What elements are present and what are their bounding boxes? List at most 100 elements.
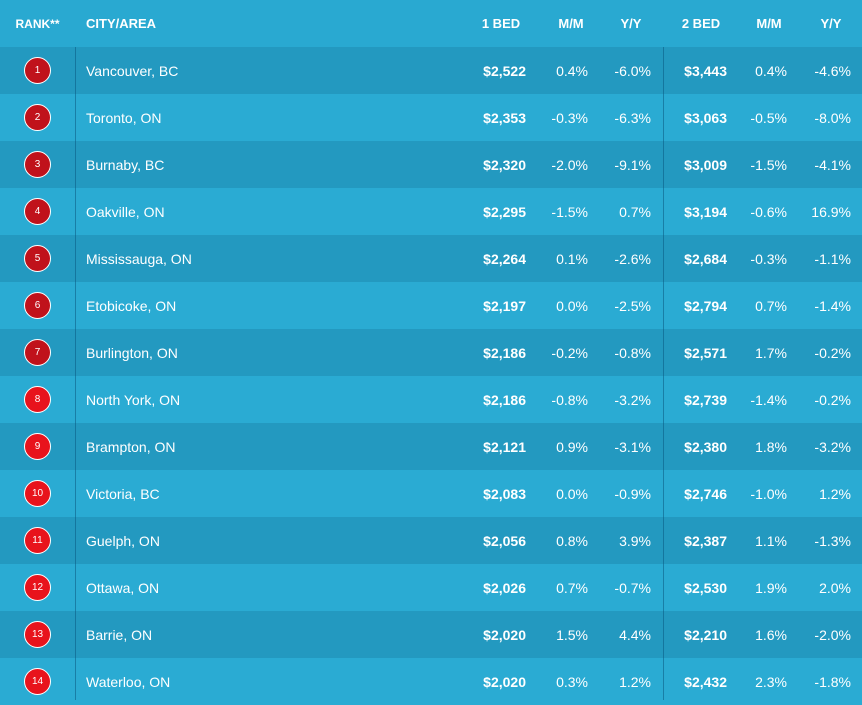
2-bed-price-cell: $3,443 <box>684 62 727 79</box>
2-bed-mm-cell: -0.5% <box>750 109 787 126</box>
rank-cell: 14 <box>0 658 75 705</box>
1-bed-price-cell: $2,020 <box>483 673 526 690</box>
1-bed-yy-cell: 4.4% <box>619 626 651 643</box>
1-bed-yy-cell: 3.9% <box>619 532 651 549</box>
column-divider <box>663 47 664 700</box>
table-row: 10 Victoria, BC $2,083 0.0% -0.9% $2,746 -1.0%… <box>0 470 862 517</box>
2-bed-yy-cell: -1.4% <box>814 297 851 314</box>
table-row: 6 Etobicoke, ON $2,197 0.0% -2.5% $2,794 0.7% -… <box>0 282 862 329</box>
rank-badge: 4 <box>24 198 51 225</box>
2-bed-price-cell: $2,432 <box>684 673 727 690</box>
rank-cell: 12 <box>0 564 75 611</box>
table-row: 1 Vancouver, BC $2,522 0.4% -6.0% $3,443 0.4% -… <box>0 47 862 94</box>
1-bed-mm-cell: 0.0% <box>556 485 588 502</box>
table-row: 3 Burnaby, BC $2,320 -2.0% -9.1% $3,009 -1.5% -… <box>0 141 862 188</box>
city-cell: Burlington, ON <box>86 344 178 361</box>
2-bed-yy-cell: -1.8% <box>814 673 851 690</box>
1-bed-mm-cell: 0.3% <box>556 673 588 690</box>
2-bed-price-cell: $2,380 <box>684 438 727 455</box>
rank-cell: 6 <box>0 282 75 329</box>
1-bed-mm-cell: -0.8% <box>551 391 588 408</box>
city-cell: North York, ON <box>86 391 181 408</box>
table-row: 4 Oakville, ON $2,295 -1.5% 0.7% $3,194 -0.6% 1… <box>0 188 862 235</box>
rank-cell: 1 <box>0 47 75 94</box>
1-bed-mm-cell: 0.0% <box>556 297 588 314</box>
2-bed-mm-cell: -1.5% <box>750 156 787 173</box>
2-bed-yy-cell: 16.9% <box>811 203 851 220</box>
2-bed-mm-cell: -0.3% <box>750 250 787 267</box>
2-bed-price-cell: $2,739 <box>684 391 727 408</box>
table-row: 2 Toronto, ON $2,353 -0.3% -6.3% $3,063 -0.5% -… <box>0 94 862 141</box>
header-1-bed-mm: M/M <box>558 16 584 31</box>
table-row: 14 Waterloo, ON $2,020 0.3% 1.2% $2,432 2.3% -1… <box>0 658 862 705</box>
1-bed-mm-cell: -0.2% <box>551 344 588 361</box>
city-cell: Etobicoke, ON <box>86 297 177 314</box>
rank-badge: 2 <box>24 104 51 131</box>
1-bed-mm-cell: -2.0% <box>551 156 588 173</box>
table-row: 11 Guelph, ON $2,056 0.8% 3.9% $2,387 1.1% -1.3… <box>0 517 862 564</box>
2-bed-price-cell: $3,194 <box>684 203 727 220</box>
rank-badge: 14 <box>24 668 51 695</box>
2-bed-yy-cell: -3.2% <box>814 438 851 455</box>
1-bed-yy-cell: 1.2% <box>619 673 651 690</box>
header-2-bed: 2 BED <box>681 16 721 31</box>
2-bed-yy-cell: -4.6% <box>814 62 851 79</box>
2-bed-mm-cell: 0.4% <box>755 62 787 79</box>
1-bed-yy-cell: -9.1% <box>614 156 651 173</box>
1-bed-yy-cell: -0.8% <box>614 344 651 361</box>
2-bed-yy-cell: -0.2% <box>814 391 851 408</box>
2-bed-mm-cell: -1.4% <box>750 391 787 408</box>
1-bed-mm-cell: -1.5% <box>551 203 588 220</box>
2-bed-mm-cell: 1.7% <box>755 344 787 361</box>
table-header: RANK** CITY/AREA 1 BED M/M Y/Y 2 BED M/M… <box>0 0 862 47</box>
table-row: 12 Ottawa, ON $2,026 0.7% -0.7% $2,530 1.9% 2.0… <box>0 564 862 611</box>
rank-badge: 7 <box>24 339 51 366</box>
header-city: CITY/AREA <box>86 16 157 31</box>
1-bed-yy-cell: -3.2% <box>614 391 651 408</box>
1-bed-price-cell: $2,056 <box>483 532 526 549</box>
column-divider <box>75 47 76 700</box>
1-bed-price-cell: $2,197 <box>483 297 526 314</box>
rank-badge: 1 <box>24 57 51 84</box>
2-bed-yy-cell: -2.0% <box>814 626 851 643</box>
rank-cell: 5 <box>0 235 75 282</box>
1-bed-mm-cell: 0.1% <box>556 250 588 267</box>
2-bed-yy-cell: 1.2% <box>819 485 851 502</box>
1-bed-price-cell: $2,121 <box>483 438 526 455</box>
2-bed-mm-cell: 0.7% <box>755 297 787 314</box>
header-1-bed-yy: Y/Y <box>620 16 642 31</box>
2-bed-price-cell: $3,009 <box>684 156 727 173</box>
2-bed-mm-cell: -0.6% <box>750 203 787 220</box>
rank-cell: 2 <box>0 94 75 141</box>
2-bed-price-cell: $2,794 <box>684 297 727 314</box>
header-2-bed-mm: M/M <box>756 16 782 31</box>
1-bed-yy-cell: -6.3% <box>614 109 651 126</box>
1-bed-price-cell: $2,264 <box>483 250 526 267</box>
1-bed-yy-cell: -0.7% <box>614 579 651 596</box>
city-cell: Victoria, BC <box>86 485 160 502</box>
1-bed-yy-cell: 0.7% <box>619 203 651 220</box>
1-bed-mm-cell: -0.3% <box>551 109 588 126</box>
1-bed-mm-cell: 0.9% <box>556 438 588 455</box>
rank-cell: 8 <box>0 376 75 423</box>
1-bed-mm-cell: 0.4% <box>556 62 588 79</box>
city-cell: Toronto, ON <box>86 109 162 126</box>
rank-badge: 10 <box>24 480 51 507</box>
table-row: 5 Mississauga, ON $2,264 0.1% -2.6% $2,684 -0.… <box>0 235 862 282</box>
city-cell: Oakville, ON <box>86 203 165 220</box>
rank-badge: 11 <box>24 527 51 554</box>
table-row: 8 North York, ON $2,186 -0.8% -3.2% $2,739 -1.… <box>0 376 862 423</box>
rank-cell: 7 <box>0 329 75 376</box>
2-bed-yy-cell: -1.1% <box>814 250 851 267</box>
1-bed-price-cell: $2,353 <box>483 109 526 126</box>
rank-cell: 11 <box>0 517 75 564</box>
city-cell: Barrie, ON <box>86 626 153 643</box>
1-bed-yy-cell: -2.5% <box>614 297 651 314</box>
table-row: 9 Brampton, ON $2,121 0.9% -3.1% $2,380 1.8% -3… <box>0 423 862 470</box>
1-bed-price-cell: $2,295 <box>483 203 526 220</box>
city-cell: Ottawa, ON <box>86 579 160 596</box>
city-cell: Guelph, ON <box>86 532 160 549</box>
2-bed-yy-cell: -0.2% <box>814 344 851 361</box>
rank-badge: 6 <box>24 292 51 319</box>
